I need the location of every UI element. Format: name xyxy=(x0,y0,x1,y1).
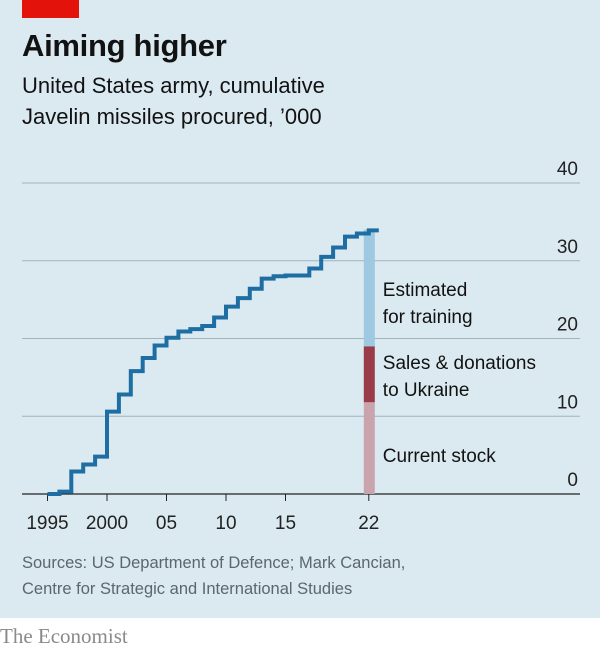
bar-segment-ukraine xyxy=(363,346,375,403)
brand-accent-bar xyxy=(22,0,79,18)
chart-subtitle: United States army, cumulative Javelin m… xyxy=(22,70,522,132)
x-tick-label: 1995 xyxy=(26,513,68,534)
x-tick-label: 10 xyxy=(215,513,236,534)
x-tick-label: 2000 xyxy=(86,513,128,534)
y-tick-label: 40 xyxy=(557,159,578,180)
series-line-javelin xyxy=(47,228,379,496)
sources-line-1: Sources: US Department of Defence; Mark … xyxy=(22,554,406,572)
annotation-training-line-2: for training xyxy=(383,307,473,328)
chart-panel xyxy=(0,0,600,618)
y-tick-label: 30 xyxy=(557,237,578,258)
annotation-ukraine-line-1: Sales & donations xyxy=(383,353,536,374)
subtitle-line-2: Javelin missiles procured, ’000 xyxy=(22,104,322,129)
sources-note: Sources: US Department of Defence; Mark … xyxy=(22,550,582,602)
annotation-training-line-1: Estimated xyxy=(383,280,467,301)
y-tick-label: 10 xyxy=(557,392,578,413)
y-tick-label: 0 xyxy=(567,470,578,491)
economist-wordmark: The Economist xyxy=(0,624,128,648)
bar-segment-current-stock xyxy=(363,402,375,494)
x-tick-label: 05 xyxy=(156,513,177,534)
x-tick-label: 22 xyxy=(358,513,379,534)
chart-title: Aiming higher xyxy=(22,28,227,63)
y-tick-label: 20 xyxy=(557,315,578,336)
javelin-chart: 0 10 20 30 40 1995 2000 05 10 15 22 Estimated for tr… xyxy=(22,159,580,534)
sources-line-2: Centre for Strategic and International S… xyxy=(22,580,353,598)
annotation-ukraine-line-2: to Ukraine xyxy=(383,380,470,401)
subtitle-line-1: United States army, cumulative xyxy=(22,73,325,98)
annotation-stock-line-1: Current stock xyxy=(383,446,496,467)
bar-segment-training xyxy=(363,229,375,347)
x-tick-label: 15 xyxy=(275,513,296,534)
